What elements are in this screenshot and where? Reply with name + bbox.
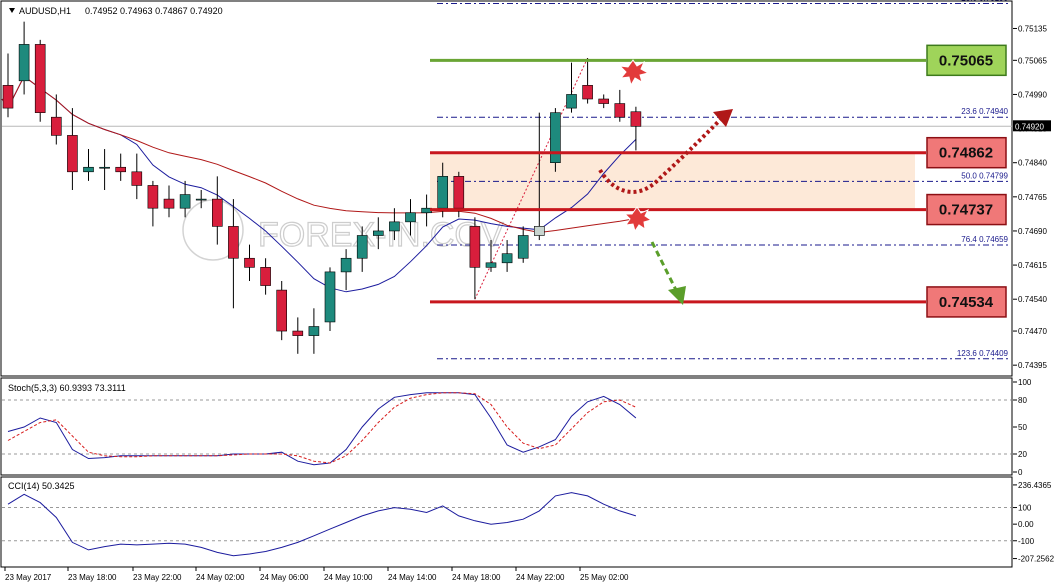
candle-body [212, 198, 223, 227]
candle-body [34, 44, 46, 113]
level-label: 0.74862 [939, 145, 993, 162]
y-tick-label: 0.75135 [1018, 24, 1047, 33]
star-burst-icon [618, 59, 650, 87]
level-label: 0.74737 [939, 202, 993, 219]
y-tick-label: 0.74765 [1018, 193, 1047, 202]
candle-body [550, 112, 561, 164]
candle-body [582, 85, 593, 100]
candle-body [260, 267, 271, 286]
x-tick-label: 23 May 2017 [5, 573, 52, 582]
y-tick-label: 0.74395 [1018, 361, 1047, 370]
fib-label: 123.6 0.74409 [957, 349, 1009, 358]
current-price-tag: 0.74920 [1013, 120, 1051, 132]
candle-body [2, 85, 14, 109]
candle-body [147, 185, 159, 209]
y-tick-label: 0.74540 [1018, 295, 1047, 304]
level-badge [926, 44, 1007, 77]
stoch-title: Stoch(5,3,3) 60.9393 73.3111 [8, 383, 126, 393]
candle-body [163, 198, 175, 209]
candle-body [308, 326, 320, 336]
candle-body [131, 171, 143, 186]
dropdown-triangle-icon[interactable] [9, 8, 15, 13]
candle-body [83, 166, 94, 173]
x-tick-label: 24 May 06:00 [260, 573, 309, 582]
candle-body [195, 198, 207, 201]
indicator-line [7, 492, 637, 557]
cci-title: CCI(14) 50.3425 [8, 481, 75, 491]
bearish-arrow [650, 241, 686, 305]
indicator-tick-label: -100 [1018, 537, 1035, 546]
indicator-tick-label: 50 [1018, 423, 1027, 432]
x-tick-label: 24 May 18:00 [452, 573, 501, 582]
indicator-tick-label: 100 [1018, 504, 1032, 513]
ohlc-values: 0.74952 0.74963 0.74867 0.74920 [85, 6, 223, 16]
x-tick-label: 25 May 02:00 [580, 573, 629, 582]
x-tick-label: 24 May 14:00 [388, 573, 437, 582]
candle-body [228, 226, 239, 259]
star-burst-icon [623, 206, 653, 233]
candle-body [115, 166, 126, 173]
candle-body [99, 166, 110, 169]
candle-body [276, 289, 288, 332]
level-badge [926, 286, 1007, 318]
candle-body [566, 94, 577, 109]
candle-body [437, 176, 449, 209]
candle-body [67, 135, 78, 173]
x-tick-label: 24 May 02:00 [196, 573, 245, 582]
indicator-tick-label: 0.00 [1018, 520, 1034, 529]
indicator-tick-label: 0 [1018, 468, 1023, 477]
level-badge [926, 136, 1007, 169]
bullish-arrow [598, 109, 733, 194]
y-tick-label: 0.74840 [1018, 159, 1047, 168]
y-tick-label: 0.74990 [1018, 90, 1047, 99]
candle-body [389, 221, 400, 232]
candle-body [485, 262, 497, 268]
candle-body [405, 212, 416, 223]
current-price-label: 0.74920 [1015, 122, 1044, 131]
candle-body [324, 271, 336, 323]
x-tick-label: 23 May 22:00 [133, 573, 182, 582]
cci-panel [0, 476, 1013, 568]
indicator-tick-label: 20 [1018, 450, 1027, 459]
candle-body [18, 44, 30, 82]
y-tick-label: 0.74470 [1018, 327, 1047, 336]
y-tick-label: 0.74615 [1018, 261, 1047, 270]
candle-body [453, 176, 465, 209]
candle-body [469, 226, 481, 268]
y-tick-label: 0.75065 [1018, 56, 1047, 65]
fib-label: 76.4 0.74659 [961, 235, 1008, 244]
candle-body [340, 257, 352, 273]
moving-average-red [1, 75, 636, 234]
indicator-tick-label: 236.4365 [1018, 481, 1052, 490]
level-label: 0.74534 [939, 294, 994, 311]
candle-body [50, 116, 62, 136]
indicator-line [7, 392, 637, 466]
x-tick-label: 23 May 18:00 [68, 573, 117, 582]
x-tick-label: 24 May 10:00 [324, 573, 373, 582]
fib-label: -23.6 0.75190 [959, 0, 1009, 2]
candle-body [501, 253, 513, 264]
symbol-title: AUDUSD,H1 [19, 6, 71, 16]
fib-label: 50.0 0.74799 [961, 171, 1008, 180]
candle-body [244, 257, 255, 268]
level-label: 0.75065 [939, 52, 993, 69]
candle-body [614, 103, 626, 118]
candle-body [533, 226, 545, 236]
level-badge [926, 193, 1007, 226]
fib-label: 23.6 0.74940 [961, 107, 1008, 116]
x-tick-label: 24 May 22:00 [516, 573, 565, 582]
candle-body [179, 194, 191, 209]
indicator-tick-label: -207.2562 [1018, 555, 1054, 564]
candle-body [292, 330, 304, 336]
indicator-tick-label: 100 [1018, 378, 1032, 387]
candle-body [356, 235, 368, 259]
candle-body [517, 235, 529, 259]
indicator-tick-label: 80 [1018, 396, 1027, 405]
candle-body [372, 230, 384, 236]
candle-body [630, 111, 642, 127]
y-tick-label: 0.74690 [1018, 227, 1047, 236]
candle-body [598, 98, 610, 104]
